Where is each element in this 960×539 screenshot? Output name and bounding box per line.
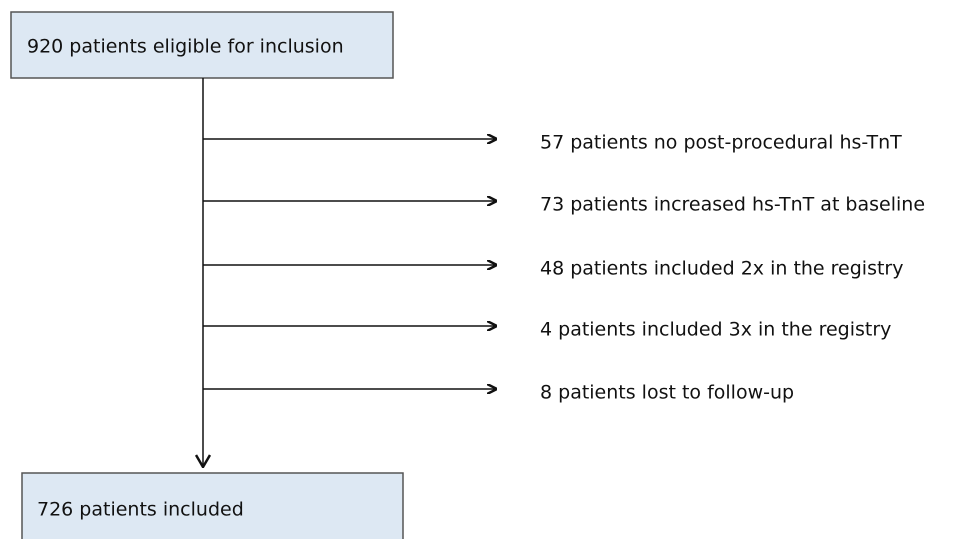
exclusion-label: 4 patients included 3x in the registry (540, 319, 891, 341)
top-box-label: 920 patients eligible for inclusion (27, 36, 344, 58)
bottom-box-label: 726 patients included (37, 499, 244, 521)
exclusion-label: 57 patients no post-procedural hs-TnT (540, 132, 902, 154)
exclusion-label: 48 patients included 2x in the registry (540, 258, 904, 280)
top-box (10, 11, 394, 79)
exclusion-label: 8 patients lost to follow-up (540, 382, 794, 404)
exclusion-label: 73 patients increased hs-TnT at baseline (540, 194, 925, 216)
bottom-box (21, 472, 404, 539)
